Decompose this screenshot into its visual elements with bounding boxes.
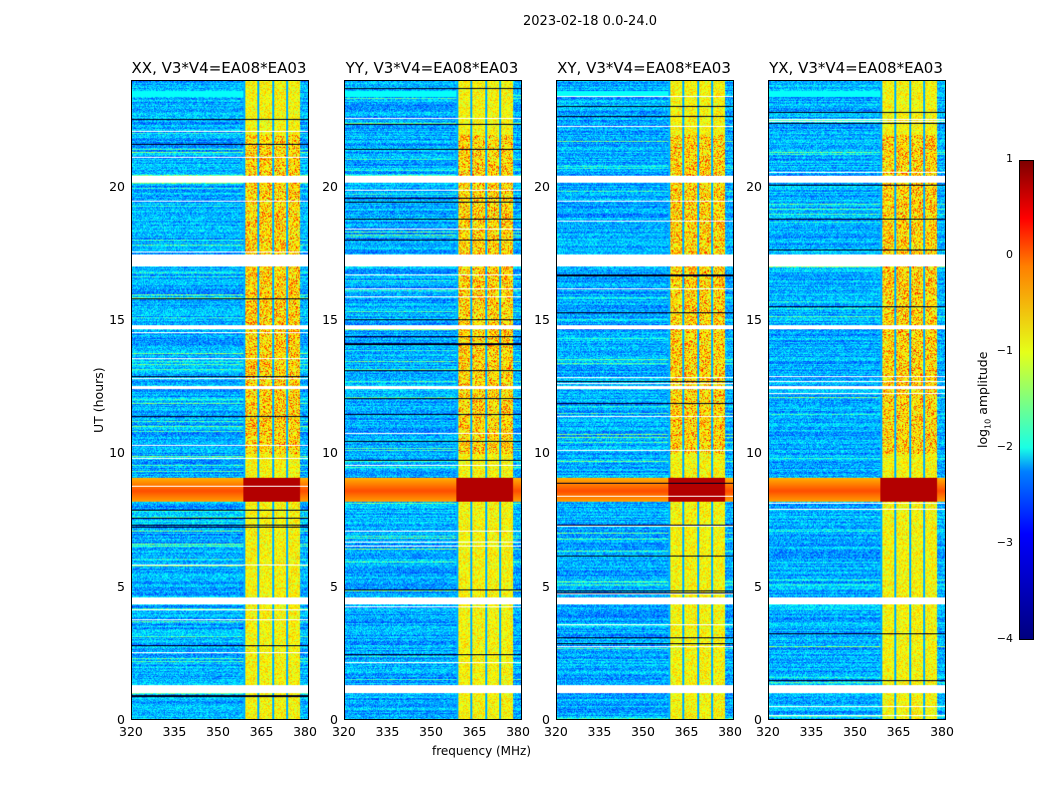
panel-title: XX, V3*V4=EA08*EA03	[131, 59, 307, 77]
y-tick-label: 0	[542, 712, 550, 727]
x-tick-label: 365	[886, 724, 911, 739]
x-tick-label: 335	[587, 724, 612, 739]
x-tick-label: 335	[162, 724, 187, 739]
x-tick-label: 320	[332, 724, 356, 739]
y-tick-label: 20	[534, 178, 550, 194]
panel-title: YY, V3*V4=EA08*EA03	[345, 59, 519, 77]
y-tick-label: 5	[330, 578, 338, 594]
colorbar	[1019, 160, 1034, 640]
y-tick-label: 15	[109, 312, 125, 327]
y-tick-label: 5	[117, 578, 125, 594]
waterfall-panel	[768, 80, 946, 720]
x-tick-label: 365	[462, 724, 487, 739]
waterfall-panel	[344, 80, 522, 720]
waterfall-image	[557, 81, 733, 719]
colorbar-tick-label: −4	[996, 632, 1013, 645]
y-tick-label: 10	[746, 445, 762, 461]
y-tick-label: 20	[746, 178, 762, 194]
colorbar-tick-label: −3	[996, 536, 1013, 549]
y-tick-label: 20	[109, 178, 125, 194]
colorbar-tick-label: 1	[1006, 152, 1013, 165]
colorbar-tick-label: −2	[996, 440, 1013, 453]
y-tick-label: 10	[322, 445, 338, 461]
panel-title: XY, V3*V4=EA08*EA03	[557, 59, 731, 77]
y-tick-label: 10	[534, 445, 550, 461]
x-tick-label: 350	[631, 724, 655, 739]
x-tick-label: 350	[206, 724, 230, 739]
y-tick-label: 10	[109, 445, 125, 461]
y-tick-label: 0	[330, 712, 338, 727]
y-tick-label: 20	[322, 178, 338, 194]
y-tick-label: 15	[746, 312, 762, 327]
x-tick-label: 380	[718, 724, 742, 739]
colorbar-tick-label: 0	[1006, 248, 1013, 261]
y-tick-label: 15	[534, 312, 550, 327]
x-tick-label: 380	[506, 724, 530, 739]
colorbar-tick-label: −1	[996, 344, 1013, 357]
colorbar-label: log10 amplitude	[975, 351, 993, 448]
x-axis-label: frequency (MHz)	[432, 744, 532, 758]
figure-title: 2023-02-18 0.0-24.0	[523, 14, 657, 29]
x-tick-label: 380	[930, 724, 954, 739]
panel-title: YX, V3*V4=EA08*EA03	[769, 59, 943, 77]
x-tick-label: 320	[756, 724, 780, 739]
x-tick-label: 335	[799, 724, 824, 739]
waterfall-image	[769, 81, 945, 719]
y-axis-label: UT (hours)	[91, 367, 106, 433]
x-tick-label: 365	[249, 724, 274, 739]
x-tick-label: 320	[544, 724, 568, 739]
waterfall-panel	[131, 80, 309, 720]
waterfall-image	[132, 81, 308, 719]
y-tick-label: 5	[542, 578, 550, 594]
x-tick-label: 350	[843, 724, 867, 739]
waterfall-panel	[556, 80, 734, 720]
x-tick-label: 335	[375, 724, 400, 739]
x-tick-label: 320	[119, 724, 143, 739]
y-tick-label: 0	[754, 712, 762, 727]
y-tick-label: 15	[322, 312, 338, 327]
x-tick-label: 350	[419, 724, 443, 739]
waterfall-image	[345, 81, 521, 719]
y-tick-label: 5	[754, 578, 762, 594]
x-tick-label: 380	[293, 724, 317, 739]
x-tick-label: 365	[674, 724, 699, 739]
y-tick-label: 0	[117, 712, 125, 727]
